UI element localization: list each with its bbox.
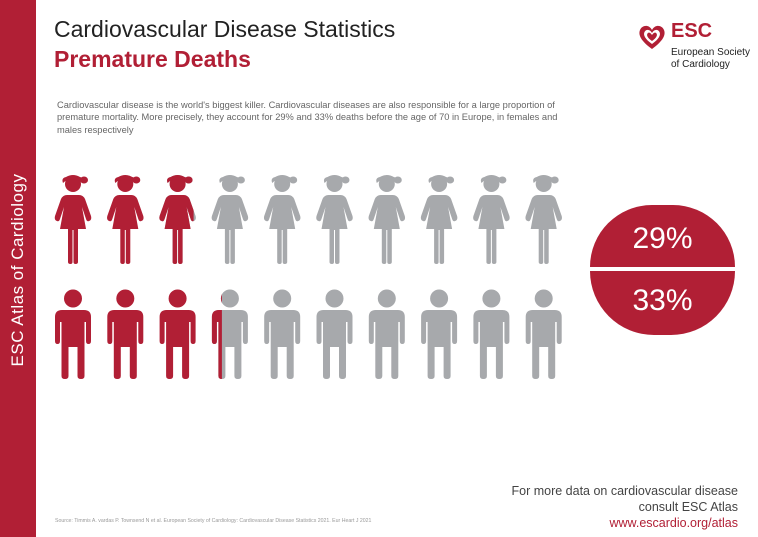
male-figure-icon <box>525 289 562 379</box>
male-figure-icon <box>421 289 458 379</box>
female-row <box>54 175 562 264</box>
heart-icon <box>639 25 665 49</box>
male-figure-icon <box>368 289 405 379</box>
footer-line2: consult ESC Atlas <box>638 500 738 514</box>
female-figure-icon <box>211 175 249 264</box>
footer-info: For more data on cardiovascular disease … <box>511 483 738 531</box>
sidebar: ESC Atlas of Cardiology <box>0 0 36 537</box>
logo-abbreviation: ESC <box>671 20 713 42</box>
page-title: Cardiovascular Disease Statistics <box>54 16 396 42</box>
female-figure-icon <box>316 175 353 264</box>
male-row <box>55 289 562 379</box>
male-figure-icon <box>211 289 248 379</box>
female-figure-icon <box>159 175 196 264</box>
male-figure-icon <box>107 289 144 379</box>
female-figure-icon <box>368 175 406 264</box>
female-percentage: 29% <box>590 205 735 267</box>
logo-name-line1: European Society <box>671 47 750 58</box>
source-note: Source: Timmis A. vardas P. Townsend N e… <box>55 518 372 524</box>
female-figure-icon <box>525 175 562 264</box>
male-figure-icon <box>55 289 91 379</box>
female-figure-icon <box>263 175 301 264</box>
page-subtitle: Premature Deaths <box>54 46 251 72</box>
intro-text: Cardiovascular disease is the world's bi… <box>57 100 558 135</box>
logo-name-line2: of Cardiology <box>671 59 730 70</box>
pictogram <box>54 175 562 379</box>
male-figure-icon <box>316 289 353 379</box>
stat-circle: 29% 33% <box>590 205 735 335</box>
footer-line1: For more data on cardiovascular disease <box>511 484 738 498</box>
male-figure-icon <box>473 289 510 379</box>
female-figure-icon <box>54 175 92 264</box>
male-figure-icon <box>264 289 301 379</box>
female-figure-icon <box>473 175 510 264</box>
female-figure-icon <box>420 175 458 264</box>
esc-logo: ESC European Society of Cardiology <box>637 20 752 75</box>
male-percentage: 33% <box>590 271 735 335</box>
logo-name: European Society of Cardiology <box>671 47 750 71</box>
atlas-link[interactable]: www.escardio.org/atlas <box>609 516 738 530</box>
female-figure-icon <box>107 175 144 264</box>
male-figure-icon <box>159 289 196 379</box>
